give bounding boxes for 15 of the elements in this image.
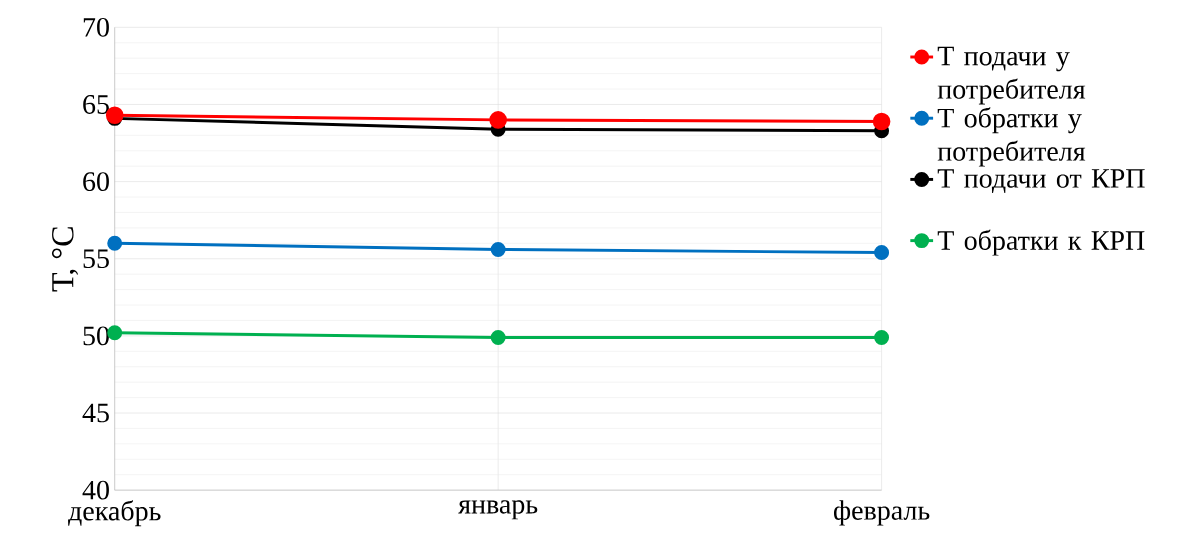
y-tick-label: 40 — [82, 480, 109, 500]
y-tick-label: 55 — [83, 249, 109, 268]
y-tick-label: 65 — [83, 94, 109, 114]
legend-label: Т подачи от КРП — [937, 169, 1145, 193]
y-axis-title: Т, °C — [51, 227, 79, 292]
legend-label: Т обратки к КРП — [937, 229, 1145, 256]
y-tick-label: 50 — [83, 326, 109, 346]
y-tick-label: 45 — [82, 403, 109, 423]
y-tick-label: 60 — [83, 172, 109, 191]
x-tick-label: декабрь — [68, 500, 161, 527]
x-tick-label: январь — [458, 500, 538, 520]
y-tick-label: 70 — [83, 17, 109, 37]
legend-label: Т обратки у потребителя — [937, 107, 1086, 167]
x-tick-label: февраль — [833, 500, 930, 526]
legend-label: Т подачи у потребителя — [937, 46, 1086, 105]
